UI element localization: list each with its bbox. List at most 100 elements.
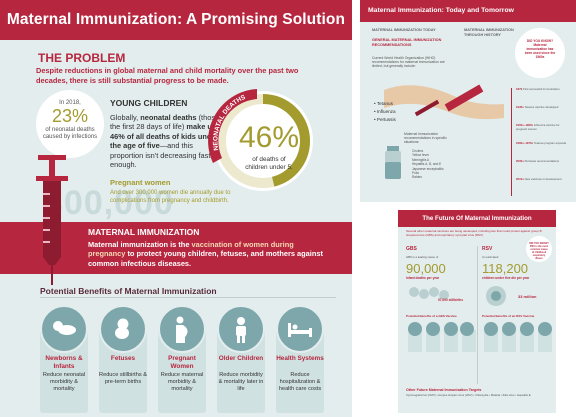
- gbs-small: GBS is a leading cause of: [406, 255, 439, 259]
- special-item: Hepatitis A, B, and E: [412, 162, 442, 167]
- yc-text-bold: neonatal deaths: [140, 113, 197, 122]
- did-you-know-text: DID YOU KNOW? Maternal immunization has …: [524, 39, 556, 59]
- main-header-band: [0, 0, 352, 40]
- rsv-big-number: 118,200: [482, 261, 529, 276]
- yc-text-bold: make up 46% of all deaths of kids under …: [110, 122, 219, 151]
- vaccine-name: Tetanus: [376, 101, 393, 106]
- poster2-syringe-arm-icon: [384, 84, 504, 120]
- donut-arc: [216, 94, 310, 188]
- infant-icon: [53, 321, 76, 335]
- hospital-bed-icon: [288, 323, 312, 337]
- pregnant-women-text: And over 300,000 women die annually due …: [110, 190, 231, 204]
- benefit-desc: Reduce neonatal morbidity & mortality: [42, 372, 86, 392]
- benefit-desc: Reduce stillbirths & pre-term births: [99, 372, 147, 385]
- timeline-year: 2000s: [516, 159, 524, 163]
- special-item: Meningitis A: [412, 157, 430, 162]
- poster3-intro: Several other maternal vaccines are bein…: [406, 229, 542, 237]
- main-poster: Maternal Immunization: A Promising Solut…: [0, 0, 352, 417]
- stat-percent: 23%: [51, 106, 89, 126]
- rsv-benefit-icon: [520, 322, 534, 336]
- mi-text-part: Maternal immunization is the: [88, 240, 192, 249]
- stat-description: of neonatal deaths caused by infections: [42, 127, 98, 140]
- timeline-text: Tetanus vaccine developed: [524, 105, 559, 109]
- poster2-special-heading: Maternal immunization recommendations in…: [404, 132, 447, 145]
- timeline-year: 1930s: [516, 105, 524, 109]
- poster2-special-list: Cholera Yellow fever Meningitis A Hepati…: [412, 149, 444, 180]
- benefit-older-children: Older Children Reduce morbidity & mortal…: [217, 305, 265, 413]
- poster2-vaccine-list: • Tetanus • Influenza • Pertussis: [374, 100, 434, 124]
- rsv-label: RSV: [482, 246, 493, 252]
- mi-text-highlight: vaccination of women during pregnancy: [88, 240, 294, 259]
- young-children-text: Globally, neonatal deaths (those in the …: [110, 113, 228, 169]
- gbs-benefit-icon: [408, 322, 422, 336]
- timeline-year: 1960s–1970s: [516, 141, 534, 145]
- poster-today-tomorrow: Maternal Immunization: Today and Tomorro…: [360, 0, 576, 202]
- poster2-header-band: [360, 0, 576, 22]
- gbs-big-number: 90,000: [406, 261, 446, 276]
- poster2-title: Maternal Immunization: Today and Tomorro…: [368, 7, 514, 14]
- benefit-title: Pregnant Women: [168, 355, 196, 370]
- fetus-icon: [115, 318, 129, 339]
- maternal-immunization-text: Maternal immunization is the vaccination…: [88, 240, 328, 268]
- rsv-benefits-title: Potential Benefits of an RSV Vaccine: [482, 314, 535, 318]
- neonatal-infection-stat-circle: In 2018, 23% of neonatal deaths caused b…: [36, 90, 104, 158]
- timeline-text: First successful immunization: [523, 87, 560, 91]
- timeline-year: 1950s–1960s: [516, 123, 534, 127]
- pregnant-woman-icon: [176, 316, 188, 343]
- poster2-history-heading: MATERNAL IMMUNIZATION THROUGH HISTORY: [464, 28, 514, 37]
- watermark-number: 300,000: [44, 184, 174, 222]
- timeline-line: [511, 88, 512, 196]
- column-divider: [477, 246, 478, 384]
- vaccine-item: • Tetanus: [374, 101, 393, 106]
- benefit-icon-circle: [158, 305, 206, 353]
- young-children-title: YOUNG CHILDREN: [110, 98, 188, 108]
- poster2-rec-text: Current World Health Organization (WHO) …: [372, 56, 445, 69]
- maternal-immunization-title: MATERNAL IMMUNIZATION: [88, 227, 200, 237]
- timeline-text: New vaccines in development: [524, 177, 562, 181]
- neonatal-deaths-arc-band: [208, 89, 257, 163]
- gbs-label: GBS: [406, 246, 417, 252]
- benefit-newborns: Newborns & Infants Reduce neonatal morbi…: [40, 305, 88, 413]
- timeline-item: 1960s–1970s Tetanus program expands: [516, 141, 568, 146]
- timeline-text: Pertussis recommendations: [524, 159, 560, 163]
- yc-text-part: —and this proportion isn't decreasing fa…: [110, 141, 211, 170]
- gbs-benefit-icon: [444, 322, 458, 336]
- main-title: Maternal Immunization: A Promising Solut…: [6, 11, 346, 28]
- benefit-title: Older Children: [218, 355, 264, 362]
- donut-percent: 46%: [239, 121, 299, 154]
- timeline-item: 2000s Pertussis recommendations: [516, 159, 568, 164]
- poster3-header-band: [398, 210, 556, 227]
- timeline-text: Tetanus program expands: [533, 141, 567, 145]
- poster-future: The Future Of Maternal Immunization Seve…: [398, 210, 556, 413]
- rsv-stat: 33 million: [518, 294, 537, 299]
- benefits-title: Potential Benefits of Maternal Immunizat…: [40, 286, 217, 296]
- syringe-icon: [36, 155, 68, 285]
- neonatal-deaths-donut: NEONATAL DEATHS 46% of deaths of childre…: [208, 89, 313, 191]
- benefits-divider: [40, 297, 336, 298]
- poster3-title: The Future Of Maternal Immunization: [422, 215, 532, 222]
- benefit-desc: Reduce hospitalization & health care cos…: [278, 372, 322, 392]
- poster2-rec-heading: GENERAL MATERNAL IMMUNIZATION RECOMMENDA…: [372, 38, 442, 47]
- timeline-year: 2010s: [516, 177, 524, 181]
- donut-bg: [213, 91, 313, 191]
- special-item: Japanese encephalitis: [412, 166, 444, 171]
- benefit-icon-circle: [40, 305, 88, 353]
- vaccine-item: • Influenza: [374, 109, 396, 114]
- rsv-benefit-icon: [538, 322, 552, 336]
- problem-title: THE PROBLEM: [38, 51, 126, 65]
- rsv-virus-icon: [486, 286, 506, 306]
- other-targets-list: Cytomegalovirus (CMV) • Herpes simplex v…: [406, 393, 531, 397]
- benefit-icon-circle: [99, 305, 147, 353]
- benefit-icon-circle: [217, 305, 265, 353]
- yc-text-part: Globally,: [110, 113, 141, 122]
- stat-year: In 2018,: [59, 100, 81, 106]
- gbs-sub: infant deaths per year: [406, 276, 440, 280]
- did-you-know-circle: DID YOU KNOW? Maternal immunization has …: [515, 28, 565, 78]
- benefit-desc: Reduce maternal morbidity & mortality: [160, 372, 204, 392]
- special-item: Rabies: [412, 175, 422, 180]
- gbs-bacteria-icon: [409, 287, 449, 300]
- gbs-benefit-icon: [426, 322, 440, 336]
- vaccine-name: Influenza: [376, 109, 396, 114]
- timeline-item: 2010s New vaccines in development: [516, 177, 568, 182]
- gbs-stat: 57,000 stillbirths: [438, 298, 463, 302]
